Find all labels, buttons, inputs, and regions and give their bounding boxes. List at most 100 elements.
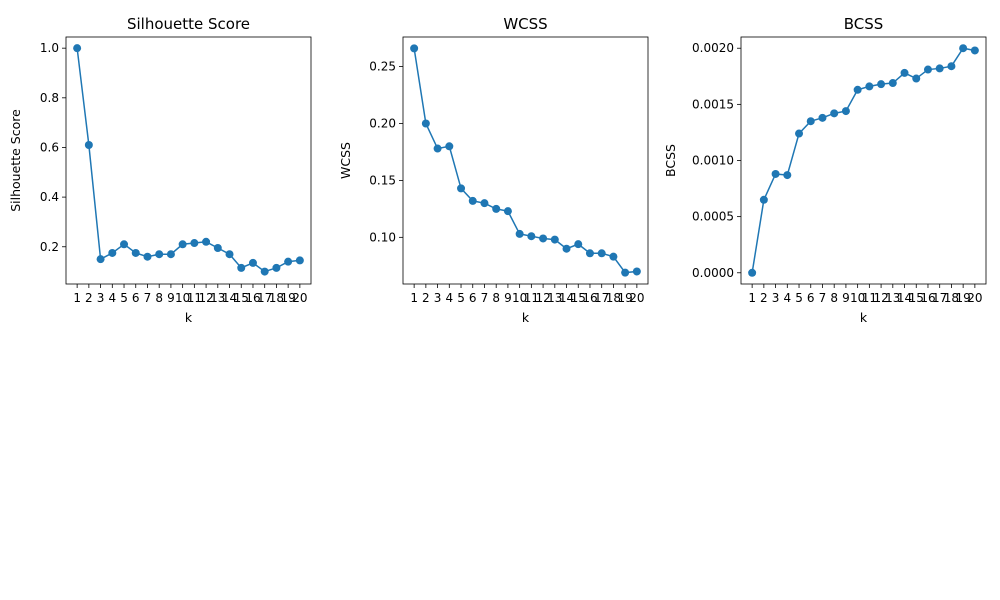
data-point	[923, 65, 932, 74]
data-point	[550, 235, 559, 244]
x-tick-label: 16	[920, 291, 935, 305]
data-point	[900, 68, 909, 77]
x-axis-label: k	[522, 310, 530, 325]
data-point	[632, 267, 641, 276]
x-tick-label: 11	[862, 291, 877, 305]
x-tick-label: 19	[956, 291, 971, 305]
x-tick-label: 6	[132, 291, 140, 305]
x-tick-label: 16	[245, 291, 260, 305]
data-point	[830, 109, 839, 118]
x-tick-label: 15	[909, 291, 924, 305]
y-tick-label: 0.2	[40, 240, 59, 254]
x-tick-label: 2	[760, 291, 768, 305]
data-point	[433, 144, 442, 153]
data-point	[96, 255, 105, 264]
y-tick-label: 0.0000	[692, 266, 734, 280]
data-point	[410, 44, 419, 53]
data-point	[248, 258, 257, 267]
x-tick-label: 12	[198, 291, 213, 305]
data-point	[959, 44, 968, 53]
series-line	[751, 47, 976, 273]
x-tick-label: 12	[873, 291, 888, 305]
chart-title: BCSS	[844, 15, 884, 33]
x-tick-label: 13	[210, 291, 225, 305]
y-tick-label: 1.0	[40, 41, 59, 55]
y-tick-label: 0.0020	[692, 41, 734, 55]
x-tick-label: 14	[222, 291, 237, 305]
data-point	[480, 199, 489, 208]
x-tick-label: 19	[281, 291, 296, 305]
series-line	[413, 48, 637, 274]
data-point	[865, 82, 874, 91]
x-tick-label: 12	[535, 291, 550, 305]
x-tick-label: 20	[967, 291, 982, 305]
y-axis-label: BCSS	[663, 144, 678, 177]
data-point	[970, 46, 979, 55]
x-tick-label: 15	[571, 291, 586, 305]
data-point	[947, 62, 956, 71]
data-point	[260, 267, 269, 276]
chart-title: Silhouette Score	[127, 15, 250, 33]
x-tick-label: 10	[175, 291, 190, 305]
chart-title: WCSS	[503, 15, 547, 33]
data-point	[585, 249, 594, 258]
x-tick-label: 5	[795, 291, 803, 305]
x-tick-label: 9	[504, 291, 512, 305]
x-tick-label: 7	[144, 291, 152, 305]
x-tick-label: 5	[120, 291, 128, 305]
y-tick-label: 0.25	[369, 60, 396, 74]
data-point	[120, 240, 129, 249]
x-tick-label: 20	[292, 291, 307, 305]
axes-frame	[740, 36, 987, 285]
data-point	[888, 79, 897, 88]
y-tick-label: 0.10	[369, 230, 396, 244]
data-point	[73, 44, 82, 53]
x-tick-label: 18	[269, 291, 284, 305]
data-point	[806, 117, 815, 126]
data-point	[609, 252, 618, 261]
x-axis-label: k	[860, 310, 868, 325]
data-point	[597, 249, 606, 258]
data-point	[108, 248, 117, 257]
data-point	[202, 237, 211, 246]
data-point	[166, 250, 175, 259]
data-point	[190, 239, 199, 248]
y-tick-label: 0.6	[40, 140, 59, 154]
series-line	[76, 48, 300, 273]
x-tick-label: 13	[547, 291, 562, 305]
x-tick-label: 10	[850, 291, 865, 305]
data-point	[272, 263, 281, 272]
x-tick-label: 1	[748, 291, 756, 305]
data-point	[818, 113, 827, 122]
x-tick-label: 7	[481, 291, 489, 305]
x-tick-label: 2	[85, 291, 93, 305]
y-axis-label: WCSS	[338, 142, 353, 179]
x-tick-label: 14	[897, 291, 912, 305]
axes-frame	[402, 36, 649, 285]
x-tick-label: 6	[469, 291, 477, 305]
x-tick-label: 3	[772, 291, 780, 305]
x-axis-label: k	[185, 310, 193, 325]
x-tick-label: 17	[594, 291, 609, 305]
x-tick-label: 13	[885, 291, 900, 305]
data-point	[841, 107, 850, 116]
data-point	[237, 263, 246, 272]
y-tick-label: 0.0010	[692, 154, 734, 168]
data-point	[84, 140, 93, 149]
data-point	[284, 257, 293, 266]
x-tick-label: 6	[807, 291, 815, 305]
data-point	[527, 232, 536, 241]
x-tick-label: 19	[618, 291, 633, 305]
data-point	[759, 195, 768, 204]
y-tick-label: 0.20	[369, 117, 396, 131]
data-point	[853, 85, 862, 94]
data-point	[225, 250, 234, 259]
x-tick-label: 15	[234, 291, 249, 305]
data-point	[935, 64, 944, 73]
data-point	[421, 119, 430, 128]
y-tick-label: 0.0005	[692, 210, 734, 224]
x-tick-label: 10	[512, 291, 527, 305]
x-tick-label: 4	[108, 291, 116, 305]
